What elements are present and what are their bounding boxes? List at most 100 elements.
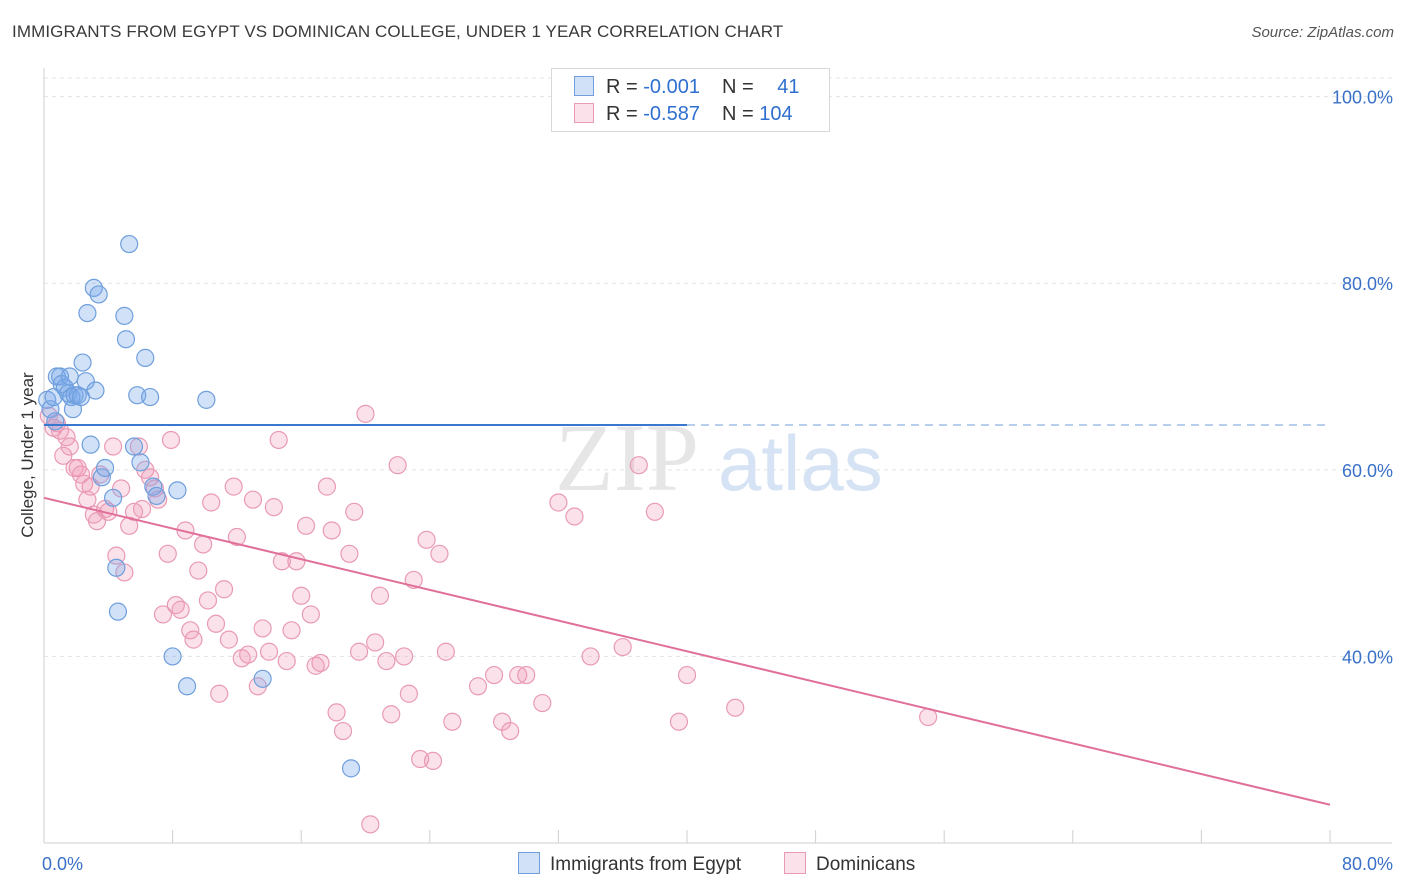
dominicans-point (60, 437, 79, 456)
dominicans-point (259, 642, 279, 661)
dominicans-trendline (43, 496, 1331, 806)
egypt-point (76, 372, 95, 391)
dominicans-point (219, 630, 238, 649)
gridlines (44, 77, 1392, 657)
egypt-point (81, 435, 100, 454)
dominicans-point (210, 684, 229, 703)
bottom-legend-dominicans: Dominicans (784, 852, 915, 876)
egypt-point (68, 386, 87, 405)
y-tick-labels: 100.0% 80.0% 60.0% 40.0% (1332, 88, 1393, 668)
dominicans-point (340, 544, 359, 563)
egypt-point (197, 390, 216, 409)
egypt-point (168, 481, 187, 500)
legend-row-egypt: R = -0.001 N = 41 (574, 76, 799, 100)
legend-n-label: N = (721, 103, 760, 125)
dominicans-point (198, 591, 218, 610)
dominicans-point (388, 456, 407, 475)
dominicans-point (214, 580, 234, 599)
dominicans-point (129, 437, 148, 456)
axes (43, 68, 1392, 844)
dominicans-point (132, 499, 152, 519)
egypt-point (89, 285, 108, 304)
dominicans-point (277, 651, 296, 671)
dominicans-point (194, 535, 213, 554)
egypt-point (177, 677, 197, 696)
dominicans-point (153, 605, 173, 624)
bottom-legend-label-dominicans: Dominicans (816, 854, 916, 875)
bottom-legend-label-egypt: Immigrants from Egypt (550, 854, 742, 875)
dominicans-point (485, 665, 504, 685)
dominicans-point (317, 477, 337, 496)
legend-r-value: -0.587 (643, 103, 700, 125)
correlation-legend: R = -0.001 N = 41 R = -0.587 N = 104 (551, 68, 830, 132)
egypt-point (73, 353, 92, 372)
dominicans-point (269, 430, 288, 450)
legend-r-value: -0.001 (643, 76, 700, 98)
legend-r-label: R = (606, 76, 644, 98)
x-tick-label: 0.0% (42, 854, 83, 874)
dominicans-point (366, 633, 385, 652)
y-tick-label: 100.0% (1332, 88, 1393, 108)
dominicans-point (272, 552, 292, 571)
dominicans-point (264, 498, 283, 517)
egypt-point (78, 303, 97, 323)
dominicans-point (287, 552, 306, 571)
legend-swatch-egypt (574, 76, 594, 96)
dominicans-point (549, 493, 568, 512)
dominicans-point (296, 516, 316, 535)
dominicans-point (629, 456, 648, 475)
dominicans-point (161, 430, 181, 450)
legend-row-dominicans: R = -0.587 N = 104 (574, 103, 793, 127)
dominicans-point (726, 698, 745, 717)
dominicans-point (243, 490, 263, 509)
source-label: Source: ZipAtlas.com (1251, 24, 1394, 41)
dominicans-point (311, 653, 330, 673)
dominicans-point (565, 507, 584, 526)
dominicans-point (613, 637, 632, 657)
egypt-point (341, 759, 361, 778)
egypt-point (108, 602, 128, 621)
egypt-point (147, 486, 166, 506)
bottom-legend-swatch-egypt (518, 852, 540, 874)
bottom-legend-egypt: Immigrants from Egypt (518, 852, 741, 876)
dominicans-point (301, 605, 320, 624)
dominicans-point (282, 621, 301, 640)
egypt-point (116, 330, 136, 349)
dominicans-point (501, 721, 520, 741)
egypt-point (115, 306, 134, 325)
dominicans-point (253, 619, 272, 638)
dominicans-point (468, 677, 488, 696)
dominicans-point (54, 446, 73, 465)
dominicans-point (377, 651, 396, 671)
egypt-point (60, 367, 79, 386)
egypt-points (38, 234, 361, 778)
x-tick-labels: 0.0% 80.0% (42, 854, 1393, 874)
dominicans-point (370, 586, 390, 605)
egypt-point (107, 558, 126, 577)
legend-n-label: N = (721, 76, 760, 98)
dominicans-point (189, 561, 208, 580)
legend-swatch-dominicans (574, 103, 594, 123)
dominicans-point (333, 721, 353, 741)
dominicans-point (227, 527, 246, 547)
dominicans-point (224, 477, 243, 496)
egypt-point (253, 669, 272, 688)
egypt-point (95, 458, 115, 478)
dominicans-point (423, 751, 443, 771)
trendlines (43, 424, 1331, 806)
dominicans-point (239, 645, 258, 664)
y-tick-label: 40.0% (1342, 647, 1393, 667)
dominicans-point (306, 656, 325, 675)
legend-n-value: 41 (777, 76, 800, 98)
egypt-point (86, 381, 105, 400)
dominicans-point (292, 586, 311, 605)
egypt-point (124, 437, 144, 456)
dominicans-point (394, 647, 414, 666)
dominicans-point (399, 684, 419, 703)
legend-r-label: R = (606, 103, 644, 125)
watermark-zip: ZIP (555, 404, 699, 511)
dominicans-point (327, 703, 346, 722)
egypt-point (50, 367, 70, 386)
egypt-point (136, 348, 155, 367)
